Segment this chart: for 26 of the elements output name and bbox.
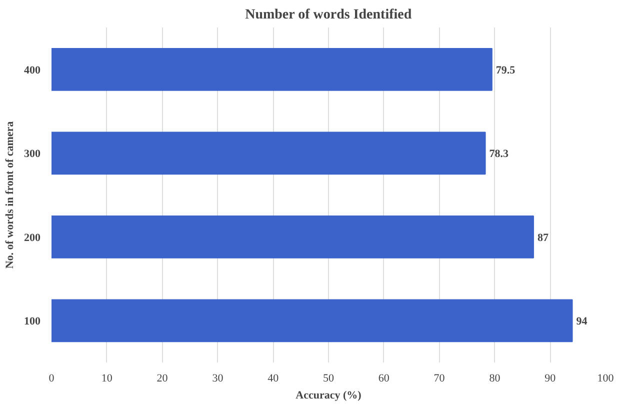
bar [52,132,486,175]
x-tick-label: 50 [323,372,334,384]
x-tick-label: 10 [101,372,113,384]
x-tick-label: 30 [212,372,224,384]
data-label: 79.5 [496,64,516,76]
y-axis-title: No. of words in front of camera [4,120,16,269]
y-tick-label: 200 [24,232,41,244]
y-tick-label: 400 [24,64,41,76]
y-tick-label: 300 [24,148,41,160]
bar [52,299,573,342]
chart-title: Number of words Identified [245,8,412,22]
data-label: 87 [537,232,549,244]
y-tick-label: 100 [24,316,41,328]
x-tick-label: 40 [268,372,280,384]
x-tick-label: 60 [378,372,390,384]
bar [52,48,492,91]
x-tick-label: 20 [156,372,168,384]
bar [52,215,534,258]
x-tick-label: 80 [489,372,501,384]
x-axis-title: Accuracy (%) [296,390,362,402]
x-tick-label: 0 [48,372,55,384]
x-tick-label: 90 [544,372,556,384]
data-label: 78.3 [489,148,510,160]
x-tick-label: 100 [597,372,614,384]
x-tick-label: 70 [434,372,446,384]
data-label: 94 [576,316,588,328]
